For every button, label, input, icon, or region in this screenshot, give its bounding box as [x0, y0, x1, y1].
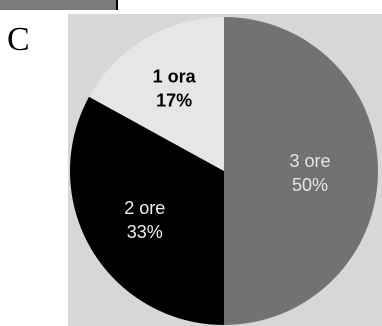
pie-slice-1-ora [89, 17, 224, 171]
slice-label: 3 ore [289, 151, 330, 171]
slice-value-label: 17% [156, 91, 192, 111]
pie-slice-2-ore [70, 96, 224, 325]
slice-label: 1 ora [153, 67, 197, 87]
slice-value-label: 50% [292, 175, 328, 195]
slice-value-label: 33% [127, 222, 163, 242]
pie-chart: 3 ore 50% 2 ore 33% 1 ora 17% [70, 17, 378, 325]
slice-label: 2 ore [124, 198, 165, 218]
previous-panel-fragment [0, 0, 118, 14]
pie-slice-3-ore [224, 17, 378, 325]
panel-letter: C [7, 21, 30, 58]
chart-plot-area: 3 ore 50% 2 ore 33% 1 ora 17% [68, 14, 382, 326]
